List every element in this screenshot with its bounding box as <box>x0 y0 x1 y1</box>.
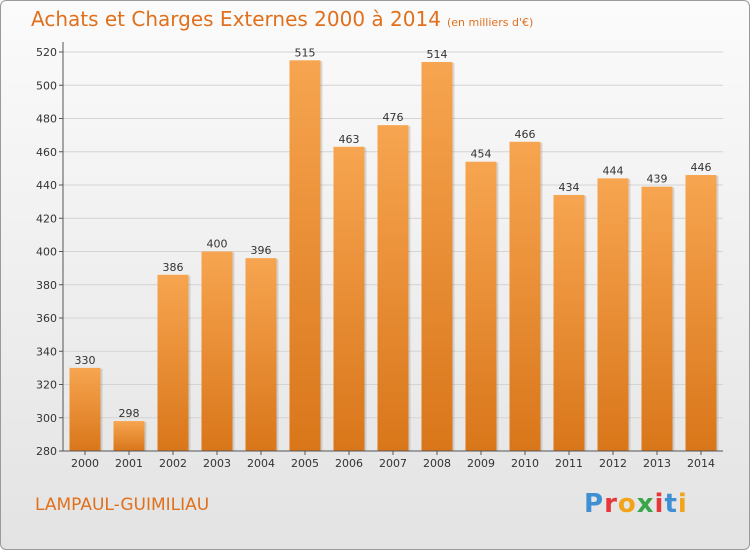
y-tick-label: 340 <box>36 345 57 358</box>
logo-letter: o <box>617 489 637 519</box>
y-tick-label: 300 <box>36 412 57 425</box>
x-tick-label: 2011 <box>555 457 583 470</box>
bar-value-label: 515 <box>295 46 316 59</box>
bar-value-label: 514 <box>427 48 448 61</box>
y-tick-label: 360 <box>36 312 57 325</box>
x-axis: 2000 2001 2002 2003 2004 2005 2006 2007 2008 2009… <box>63 450 723 470</box>
bar-value-label: 400 <box>207 238 228 251</box>
bar <box>553 194 585 451</box>
bar-value-label: 439 <box>647 173 668 186</box>
y-tick-label: 440 <box>36 179 57 192</box>
location-name: LAMPAUL-GUIMILIAU <box>35 495 210 515</box>
logo-letter: P <box>584 489 605 519</box>
x-tick-label: 2012 <box>599 457 627 470</box>
bar <box>685 175 717 451</box>
bar-value-label: 298 <box>119 407 140 420</box>
bar <box>245 258 277 451</box>
y-axis: 280 300 320 340 360 380 400 420 440 460 480 500 520 <box>36 42 64 458</box>
logo-letter: x <box>636 489 655 519</box>
bar-value-label: 386 <box>163 261 184 274</box>
logo-letter: r <box>604 489 618 519</box>
bar-value-label: 396 <box>251 244 272 257</box>
x-tick-label: 2003 <box>203 457 231 470</box>
bar-value-label: 476 <box>383 111 404 124</box>
chart-title: Achats et Charges Externes 2000 à 2014 (e… <box>31 7 534 31</box>
x-tick-label: 2007 <box>379 457 407 470</box>
x-tick-label: 2004 <box>247 457 275 470</box>
chart-subtitle: (en milliers d'€) <box>446 16 534 29</box>
logo-letter: i <box>677 489 688 519</box>
x-tick-label: 2009 <box>467 457 495 470</box>
y-tick-label: 520 <box>36 46 57 59</box>
x-tick-label: 2005 <box>291 457 319 470</box>
bar <box>597 178 629 451</box>
bar <box>113 421 145 451</box>
bar-value-label: 466 <box>515 128 536 141</box>
bar-value-label: 446 <box>691 161 712 174</box>
y-tick-label: 460 <box>36 146 57 159</box>
bar <box>289 60 321 451</box>
bar <box>377 125 409 452</box>
y-tick-label: 280 <box>36 445 57 458</box>
y-tick-label: 500 <box>36 79 57 92</box>
bar-value-label: 444 <box>603 164 624 177</box>
x-tick-label: 2008 <box>423 457 451 470</box>
x-tick-label: 2006 <box>335 457 363 470</box>
y-tick-label: 480 <box>36 113 57 126</box>
logo-letter: t <box>664 489 678 519</box>
bar <box>69 367 101 451</box>
bar-value-label: 330 <box>75 354 96 367</box>
bar <box>201 251 233 451</box>
bar <box>465 161 497 451</box>
bar-value-label: 454 <box>471 148 492 161</box>
bar <box>509 141 541 451</box>
bar <box>333 146 365 451</box>
y-tick-label: 400 <box>36 246 57 259</box>
bar <box>157 274 189 451</box>
y-tick-label: 380 <box>36 279 57 292</box>
y-tick-label: 420 <box>36 212 57 225</box>
bar <box>421 61 453 451</box>
x-tick-label: 2014 <box>687 457 715 470</box>
proxiti-logo: Proxiti <box>584 489 688 519</box>
x-tick-label: 2002 <box>159 457 187 470</box>
bars: 330 298 386 400 396 515 463 476 514 454 466 434 444 4… <box>69 46 719 452</box>
bar <box>641 186 673 451</box>
logo-letter: i <box>654 489 665 519</box>
y-tick-label: 320 <box>36 379 57 392</box>
bar-value-label: 434 <box>559 181 580 194</box>
x-tick-label: 2001 <box>115 457 143 470</box>
x-tick-label: 2000 <box>71 457 99 470</box>
x-tick-label: 2013 <box>643 457 671 470</box>
x-tick-label: 2010 <box>511 457 539 470</box>
bar-value-label: 463 <box>339 133 360 146</box>
